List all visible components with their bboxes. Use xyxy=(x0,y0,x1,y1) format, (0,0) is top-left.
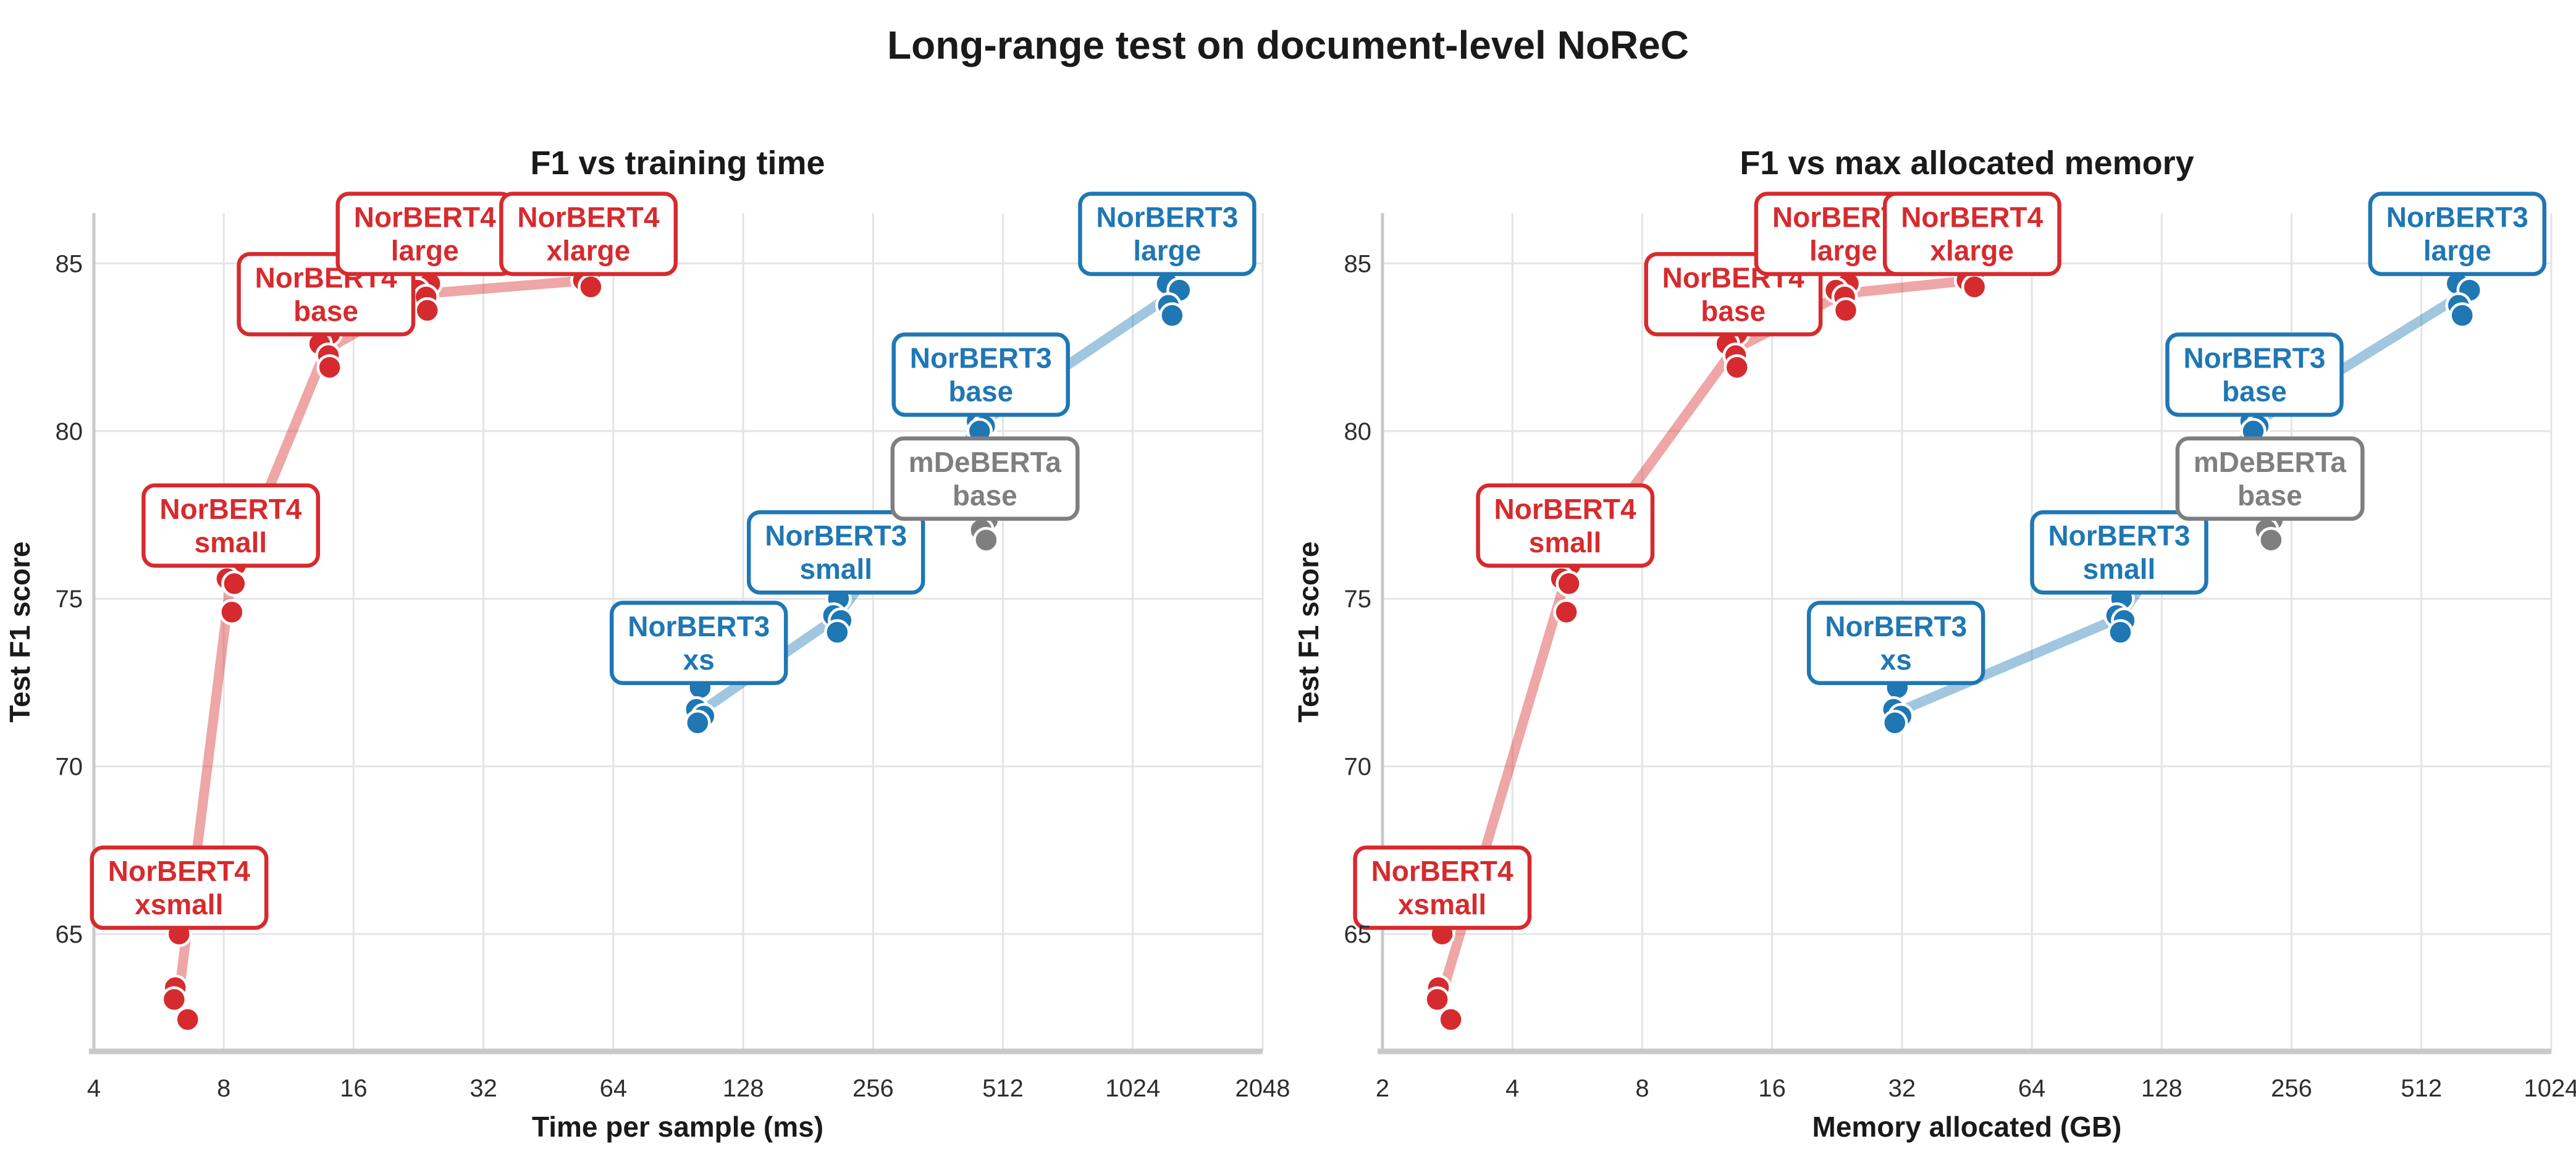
x-tick-label: 16 xyxy=(340,1075,368,1102)
data-point xyxy=(1557,572,1581,596)
data-point xyxy=(1725,356,1749,379)
right-yaxis-title: Test F1 score xyxy=(1292,541,1324,722)
data-point xyxy=(1555,600,1578,624)
data-point xyxy=(2109,621,2132,644)
x-tick-label: 2048 xyxy=(1235,1075,1290,1102)
x-tick-label: 32 xyxy=(1888,1075,1916,1102)
x-tick-label: 4 xyxy=(1505,1075,1519,1102)
data-point xyxy=(318,356,342,379)
x-tick-label: 64 xyxy=(2018,1075,2046,1102)
data-point xyxy=(1834,298,1858,322)
y-tick-label: 70 xyxy=(1344,754,1372,781)
cluster-norbert3-large xyxy=(2446,272,2481,327)
data-point xyxy=(2451,304,2474,327)
x-tick-label: 8 xyxy=(1635,1075,1649,1102)
data-point xyxy=(686,711,709,734)
right-plot-title: F1 vs max allocated memory xyxy=(1740,145,2194,182)
y-tick-label: 65 xyxy=(1344,921,1372,948)
left-xaxis-title: Time per sample (ms) xyxy=(532,1111,823,1143)
data-point xyxy=(416,298,439,322)
right-xaxis-title: Memory allocated (GB) xyxy=(1812,1111,2122,1143)
left-plot-title: F1 vs training time xyxy=(530,145,825,182)
y-tick-label: 75 xyxy=(56,586,83,613)
cluster-norbert4-xsmall xyxy=(162,922,200,1031)
data-point xyxy=(176,1008,200,1031)
x-tick-label: 32 xyxy=(469,1075,497,1102)
x-tick-label: 1024 xyxy=(1105,1075,1160,1102)
x-tick-label: 128 xyxy=(723,1075,764,1102)
data-point xyxy=(974,528,998,552)
y-tick-label: 65 xyxy=(56,921,83,948)
x-tick-label: 256 xyxy=(2271,1075,2312,1102)
x-tick-label: 16 xyxy=(1758,1075,1786,1102)
x-tick-label: 512 xyxy=(2401,1075,2442,1102)
cluster-norbert3-large xyxy=(1155,272,1191,327)
y-tick-label: 80 xyxy=(1344,418,1372,445)
data-point xyxy=(222,572,246,596)
y-tick-label: 75 xyxy=(1344,586,1372,613)
cluster-norbert4-large xyxy=(1824,272,1860,322)
x-tick-label: 2 xyxy=(1376,1075,1389,1102)
y-tick-label: 70 xyxy=(56,754,83,781)
y-tick-label: 80 xyxy=(56,418,83,445)
y-tick-label: 85 xyxy=(56,250,83,277)
data-point xyxy=(1963,275,1986,298)
data-point xyxy=(2259,528,2283,552)
data-point xyxy=(825,621,849,644)
cluster-norbert3-small xyxy=(822,587,852,644)
x-tick-label: 512 xyxy=(982,1075,1024,1102)
data-point xyxy=(579,275,602,298)
data-point xyxy=(220,600,243,624)
x-tick-label: 8 xyxy=(217,1075,230,1102)
cluster-norbert3-small xyxy=(2105,587,2136,644)
x-tick-label: 4 xyxy=(87,1075,101,1102)
x-tick-label: 128 xyxy=(2141,1075,2182,1102)
x-tick-label: 1024 xyxy=(2524,1075,2576,1102)
figure-title: Long-range test on document-level NoReC xyxy=(887,23,1689,67)
y-tick-label: 85 xyxy=(1344,250,1372,277)
data-point xyxy=(1883,711,1906,734)
data-point xyxy=(1439,1008,1463,1031)
x-tick-label: 256 xyxy=(852,1075,894,1102)
data-point xyxy=(1160,304,1184,327)
x-tick-label: 64 xyxy=(600,1075,628,1102)
left-yaxis-title: Test F1 score xyxy=(4,541,36,722)
